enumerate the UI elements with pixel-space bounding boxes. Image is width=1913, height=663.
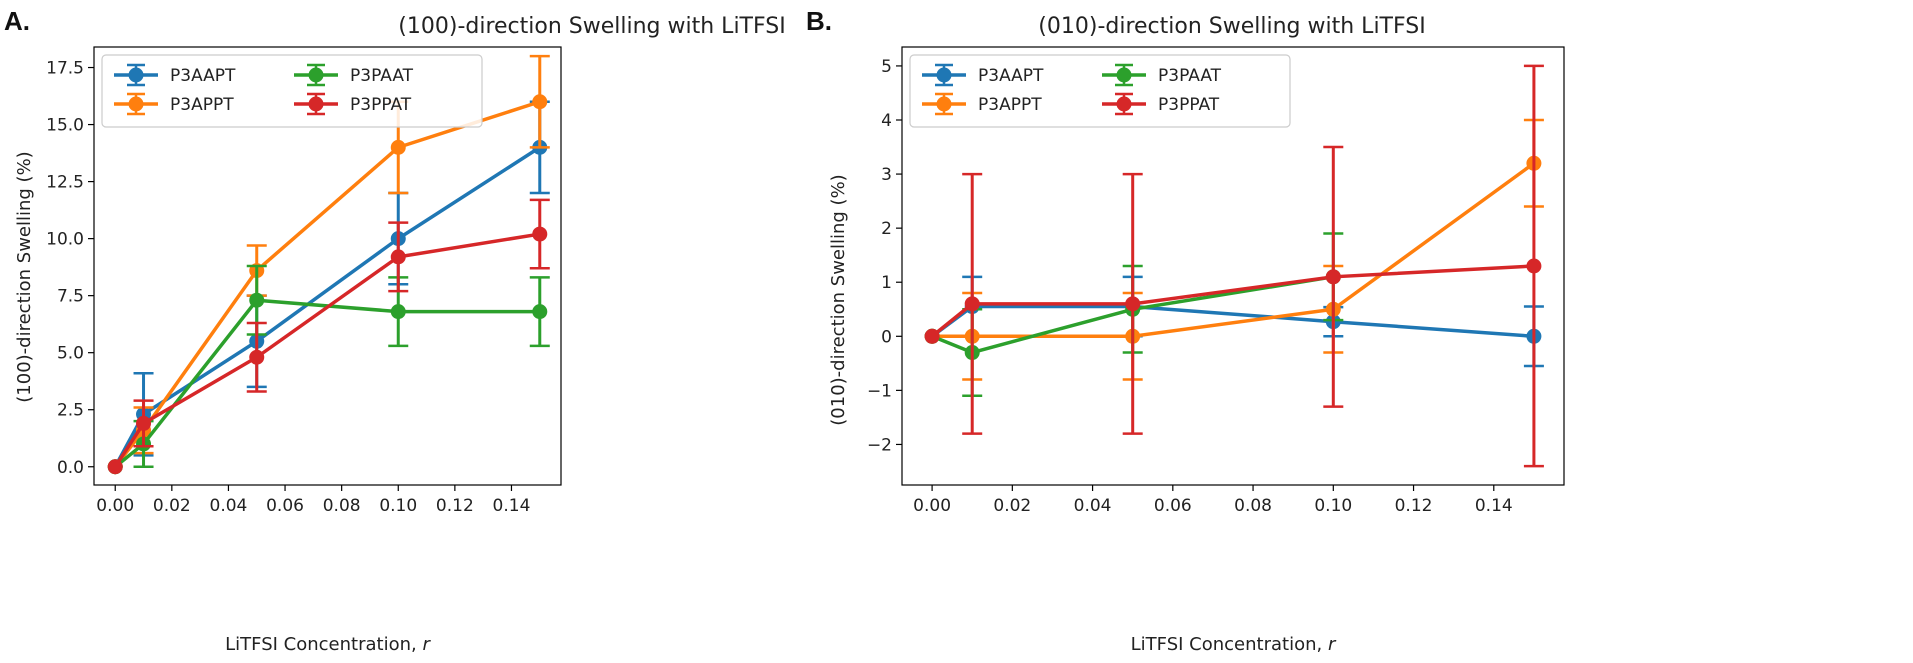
x-tick-label: 0.08 [1234, 496, 1272, 516]
legend-label-p3ppat: P3PPAT [1158, 95, 1220, 115]
panel-a-letter: A. [4, 6, 30, 36]
y-tick-label: 3 [881, 165, 892, 185]
x-tick-label: 0.00 [96, 496, 134, 516]
y-tick-label: 7.5 [57, 287, 84, 307]
x-tick-label: 0.10 [1314, 496, 1352, 516]
point-p3ppat [532, 226, 548, 242]
point-p3ppat [1125, 296, 1141, 312]
y-tick-label: 12.5 [46, 173, 84, 193]
x-tick-label: 0.14 [1475, 496, 1513, 516]
x-tick-label: 0.04 [1074, 496, 1112, 516]
series-p3ppat [924, 64, 1544, 468]
point-p3ppat [107, 459, 123, 475]
y-tick-label: 5 [881, 57, 892, 77]
panel-b-title: (010)-direction Swelling with LiTFSI [1038, 14, 1425, 39]
legend-marker-p3appt [128, 96, 144, 112]
point-p3appt [532, 94, 548, 110]
panel-b: B. (010)-direction Swelling with LiTFSI … [806, 6, 1565, 655]
legend-marker-p3aapt [936, 67, 952, 83]
point-p3ppat [136, 415, 152, 431]
legend-marker-p3ppat [308, 96, 324, 112]
panel-b-y-axis-label: (010)-direction Swelling (%) [828, 174, 849, 425]
x-tick-label: 0.12 [436, 496, 474, 516]
panel-a-x-axis-label: LiTFSI Concentration, r [225, 634, 431, 655]
legend-label-p3appt: P3APPT [978, 95, 1042, 115]
point-p3paat [532, 304, 548, 320]
panel-a-y-axis-label: (100)-direction Swelling (%) [14, 151, 35, 402]
y-tick-label: −2 [867, 435, 892, 455]
legend-marker-p3appt [936, 96, 952, 112]
panel-a-ticks: 0.00 0.02 0.04 0.06 0.08 0.10 0.12 0.14 0.0 2.5 5.… [46, 59, 530, 516]
x-tick-label: 0.04 [210, 496, 248, 516]
point-p3ppat [924, 328, 940, 344]
legend-label-p3appt: P3APPT [170, 95, 234, 115]
legend-marker-p3paat [1116, 67, 1132, 83]
x-tick-label: 0.14 [493, 496, 531, 516]
x-tick-label: 0.12 [1395, 496, 1433, 516]
legend-label-p3aapt: P3AAPT [978, 66, 1044, 86]
panel-a: A. (100)-direction Swelling with LiTFSI … [4, 6, 786, 655]
point-p3paat [390, 304, 406, 320]
legend-label-p3ppat: P3PPAT [350, 95, 412, 115]
panel-a-plot [107, 54, 550, 475]
legend-marker-p3ppat [1116, 96, 1132, 112]
y-tick-label: 10.0 [46, 230, 84, 250]
point-p3ppat [964, 296, 980, 312]
point-p3appt [390, 139, 406, 155]
x-tick-label: 0.02 [993, 496, 1031, 516]
legend-box [909, 54, 1291, 128]
y-tick-label: 0.0 [57, 458, 84, 478]
panel-b-plot [924, 64, 1544, 468]
legend-label-p3aapt: P3AAPT [170, 66, 236, 86]
legend-marker-p3aapt [128, 67, 144, 83]
point-p3ppat [1526, 258, 1542, 274]
y-tick-label: 17.5 [46, 59, 84, 79]
x-tick-label: 0.02 [153, 496, 191, 516]
line-p3paat [931, 275, 1334, 355]
panel-b-x-axis-label: LiTFSI Concentration, r [1131, 634, 1337, 655]
point-p3ppat [249, 349, 265, 365]
y-tick-label: 5.0 [57, 344, 84, 364]
legend-label-p3paat: P3PAAT [1158, 66, 1222, 86]
y-tick-label: −1 [867, 381, 892, 401]
panel-b-letter: B. [806, 6, 832, 36]
point-p3paat [249, 292, 265, 308]
y-tick-label: 4 [881, 111, 892, 131]
series-p3ppat [107, 198, 550, 475]
panel-b-ticks: 0.00 0.02 0.04 0.06 0.08 0.10 0.12 0.14 −2 −1 0 1 2 3… [867, 57, 1513, 516]
y-tick-label: 1 [881, 273, 892, 293]
panel-b-axes-frame [901, 46, 1565, 486]
x-tick-label: 0.06 [266, 496, 304, 516]
x-tick-label: 0.08 [323, 496, 361, 516]
panel-a-axes-frame [93, 46, 562, 486]
legend-marker-p3paat [308, 67, 324, 83]
y-tick-label: 0 [881, 327, 892, 347]
y-tick-label: 15.0 [46, 116, 84, 136]
x-tick-label: 0.10 [379, 496, 417, 516]
panel-a-title: (100)-direction Swelling with LiTFSI [398, 14, 785, 39]
point-p3ppat [390, 249, 406, 265]
point-p3ppat [1325, 269, 1341, 285]
x-tick-label: 0.06 [1154, 496, 1192, 516]
y-tick-label: 2 [881, 219, 892, 239]
legend-box [101, 54, 483, 128]
x-tick-label: 0.00 [913, 496, 951, 516]
panel-a-legend: P3AAPT P3APPT P3PAAT P3PPAT [101, 54, 483, 128]
panel-b-legend: P3AAPT P3APPT P3PAAT P3PPAT [909, 54, 1291, 128]
y-tick-label: 2.5 [57, 401, 84, 421]
legend-label-p3paat: P3PAAT [350, 66, 414, 86]
